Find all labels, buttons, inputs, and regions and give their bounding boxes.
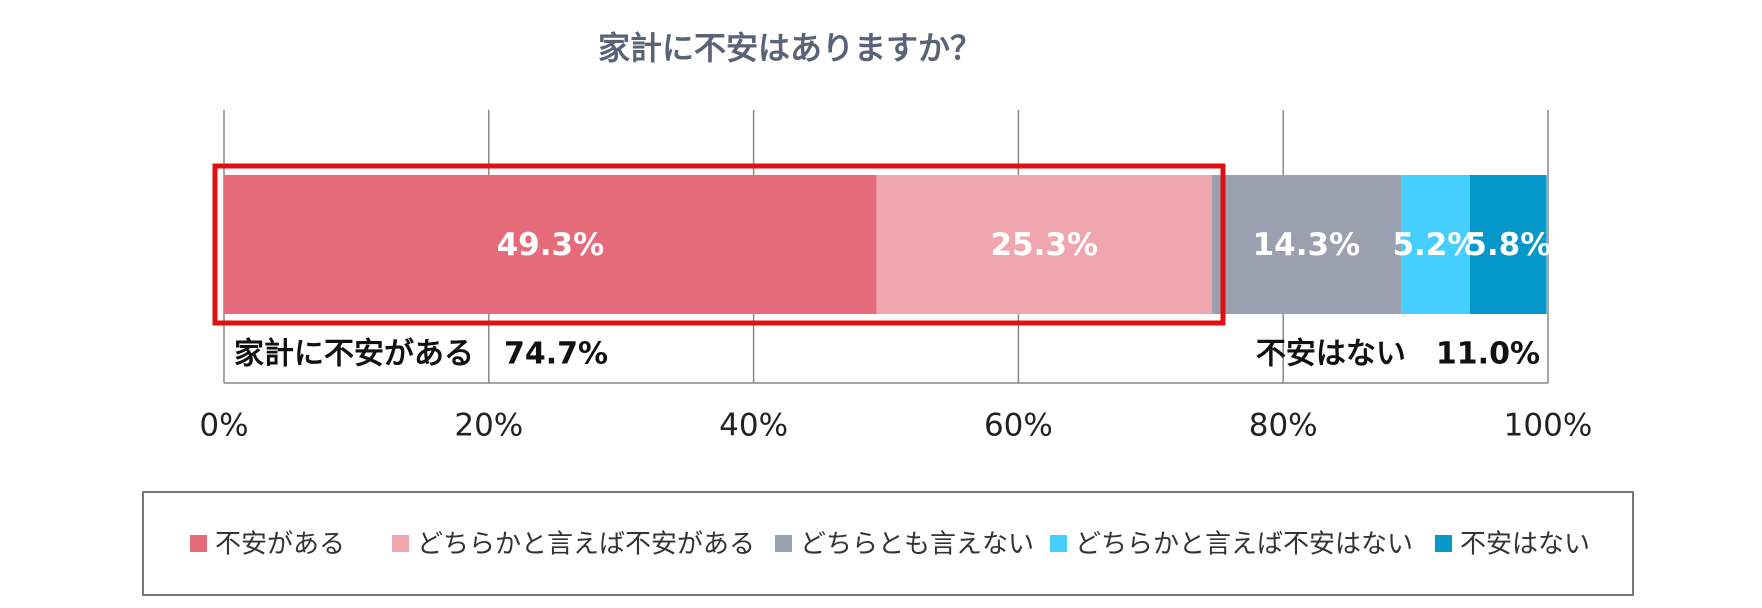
x-tick-label: 0% bbox=[199, 408, 248, 444]
highlight-box bbox=[212, 163, 1226, 326]
value-label: 14.3% bbox=[1253, 227, 1361, 263]
legend-swatch bbox=[1050, 535, 1067, 552]
x-tick-label: 20% bbox=[454, 408, 523, 444]
x-tick-label: 40% bbox=[719, 408, 788, 444]
value-label: 49.3% bbox=[497, 227, 605, 263]
bar-segment bbox=[224, 175, 877, 314]
x-tick-label: 80% bbox=[1249, 408, 1318, 444]
chart-title: 家計に不安はありますか？ bbox=[598, 29, 982, 67]
legend-swatch bbox=[392, 535, 409, 552]
x-tick-label: 100% bbox=[1504, 408, 1593, 444]
legend-swatch bbox=[1435, 535, 1452, 552]
value-label: 5.8% bbox=[1465, 227, 1551, 263]
annotation: 不安はない 11.0% bbox=[1256, 337, 1540, 372]
legend-label: どちらかと言えば不安はない bbox=[1075, 530, 1413, 560]
legend-label: 不安がある bbox=[215, 530, 345, 560]
legend-label: どちらとも言えない bbox=[800, 530, 1034, 560]
legend-swatch bbox=[775, 535, 792, 552]
legend-label: どちらかと言えば不安がある bbox=[417, 530, 755, 560]
legend-box bbox=[142, 491, 1634, 596]
value-label: 25.3% bbox=[990, 227, 1098, 263]
x-tick-label: 60% bbox=[984, 408, 1053, 444]
bar-segment bbox=[1469, 175, 1547, 314]
bar-segment bbox=[1401, 175, 1470, 314]
bar-segment bbox=[1211, 175, 1402, 314]
legend-swatch bbox=[190, 535, 207, 552]
annotation: 家計に不安がある 74.7% bbox=[234, 337, 608, 372]
bar-segment bbox=[876, 175, 1212, 314]
value-label: 5.2% bbox=[1392, 227, 1478, 263]
legend-label: 不安はない bbox=[1460, 530, 1590, 560]
